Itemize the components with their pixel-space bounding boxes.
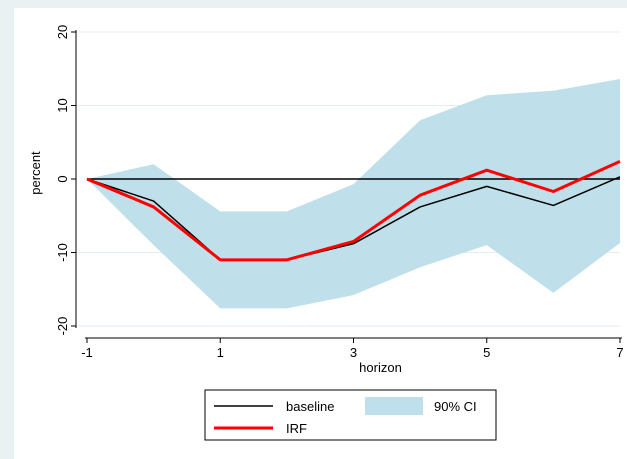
legend-label-irf: IRF bbox=[286, 421, 307, 436]
x-ticks: -1 1 3 5 7 bbox=[81, 338, 624, 360]
legend-label-ci: 90% CI bbox=[434, 399, 477, 414]
legend: baseline 90% CI IRF bbox=[204, 389, 497, 441]
series-lines bbox=[86, 159, 621, 262]
y-tick-label: -20 bbox=[55, 317, 70, 336]
x-tick-label: 7 bbox=[616, 345, 623, 360]
y-tick-label: 10 bbox=[55, 98, 70, 112]
x-tick-label: -1 bbox=[81, 345, 93, 360]
legend-box bbox=[204, 389, 497, 441]
y-tick-label: 20 bbox=[55, 25, 70, 39]
legend-label-baseline: baseline bbox=[286, 399, 334, 414]
y-tick-label: 0 bbox=[55, 175, 70, 182]
y-tick-label: -10 bbox=[55, 243, 70, 262]
legend-swatch-ci bbox=[365, 397, 423, 415]
x-tick-label: 3 bbox=[350, 345, 357, 360]
ci-band bbox=[87, 79, 620, 309]
series-line-irf bbox=[86, 159, 621, 262]
y-axis-label: percent bbox=[28, 151, 43, 195]
series-line-baseline bbox=[86, 176, 621, 261]
x-tick-label: 5 bbox=[483, 345, 490, 360]
y-ticks: -20 -10 0 10 20 bbox=[55, 25, 76, 336]
x-tick-label: 1 bbox=[217, 345, 224, 360]
x-axis-label: horizon bbox=[359, 360, 402, 375]
